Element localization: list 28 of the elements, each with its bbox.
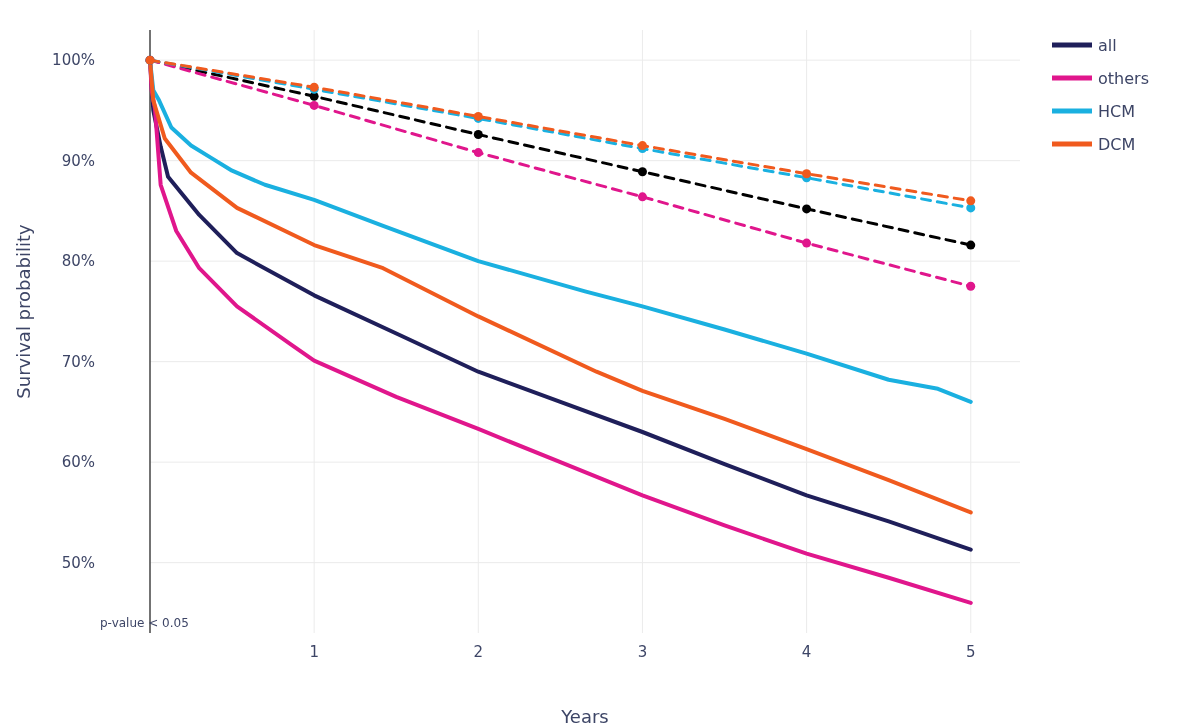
legend-label: HCM xyxy=(1098,101,1136,121)
x-tick-label: 2 xyxy=(473,643,484,661)
point xyxy=(309,100,319,110)
y-axis-title: Survival probability xyxy=(13,223,34,399)
legend-label: all xyxy=(1098,35,1117,55)
point xyxy=(473,148,483,158)
x-axis-title: Years xyxy=(560,706,609,727)
point xyxy=(966,196,976,206)
legend-label: DCM xyxy=(1098,134,1136,154)
point xyxy=(966,281,976,291)
point xyxy=(802,169,812,179)
y-tick-label: 70% xyxy=(61,352,95,371)
legend-label: others xyxy=(1098,68,1149,88)
point xyxy=(473,130,483,140)
y-tick-label: 90% xyxy=(61,151,95,170)
point xyxy=(966,240,976,250)
point xyxy=(802,204,812,214)
y-tick-label: 50% xyxy=(61,553,95,572)
y-tick-label: 80% xyxy=(61,252,95,271)
y-tick-label: 60% xyxy=(61,453,95,472)
x-tick-label: 5 xyxy=(965,643,976,661)
x-tick-label: 3 xyxy=(637,643,648,661)
point xyxy=(802,238,812,248)
x-tick-label: 1 xyxy=(309,643,319,661)
point xyxy=(637,192,647,202)
point xyxy=(637,167,647,177)
y-tick-label: 100% xyxy=(52,51,95,70)
x-tick-label: 4 xyxy=(801,643,812,661)
